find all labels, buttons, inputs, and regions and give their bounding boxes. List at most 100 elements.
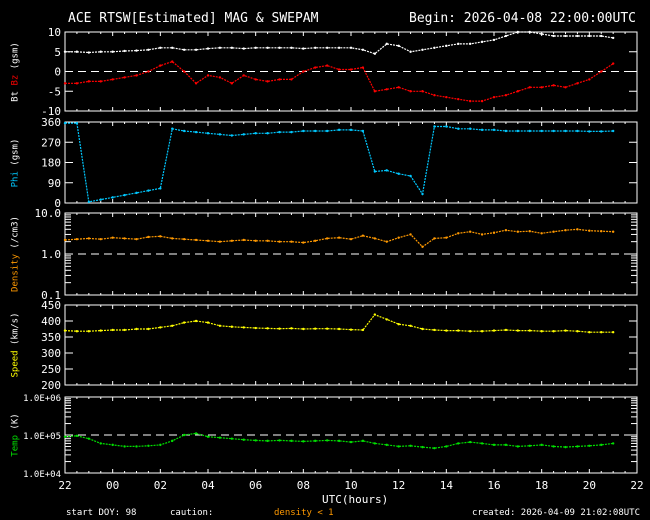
- data-point-temp: [147, 444, 150, 447]
- y-tick-label: 450: [41, 299, 61, 312]
- y-tick-label: -5: [48, 85, 61, 98]
- data-point-density: [337, 236, 341, 239]
- data-point-density: [600, 229, 603, 233]
- y-tick-label: 350: [41, 331, 61, 344]
- data-point-speed: [457, 329, 460, 332]
- data-point-bz: [504, 94, 508, 97]
- data-point-density: [159, 235, 162, 238]
- data-point-phi: [457, 127, 460, 130]
- data-point-bz: [421, 90, 424, 93]
- data-point-density: [75, 237, 79, 241]
- data-point-bz: [302, 70, 305, 73]
- data-point-bz: [278, 78, 281, 81]
- data-point-density: [397, 236, 400, 239]
- data-point-temp: [600, 443, 603, 447]
- data-point-bz: [159, 64, 162, 67]
- data-point-speed: [468, 330, 472, 333]
- data-point-phi: [206, 132, 210, 135]
- data-point-bz: [552, 84, 555, 87]
- data-point-phi: [528, 129, 531, 133]
- data-point-speed: [528, 329, 531, 332]
- data-point-density: [87, 237, 91, 240]
- data-point-speed: [63, 329, 67, 332]
- data-point-bt: [552, 34, 555, 38]
- series-line-temp: [64, 432, 614, 449]
- data-point-bt: [504, 34, 508, 38]
- data-point-temp: [278, 439, 281, 442]
- data-point-bt: [194, 48, 198, 51]
- data-point-bt: [290, 46, 293, 49]
- data-point-phi: [266, 132, 269, 135]
- data-point-temp: [171, 439, 174, 443]
- data-point-temp: [325, 439, 329, 442]
- x-tick-label: 14: [440, 479, 454, 492]
- y-axis-label-part: (/cm3): [10, 216, 21, 254]
- start-doy: start DOY: 98: [66, 508, 137, 518]
- data-point-temp: [576, 445, 579, 448]
- data-point-speed: [421, 327, 424, 331]
- panel-density: 10.0 1.0 0.1: [35, 207, 638, 302]
- y-axis-label-part: (gsm): [10, 138, 21, 171]
- data-point-bt: [206, 47, 210, 50]
- data-point-bz: [588, 78, 591, 81]
- y-tick-label: 250: [41, 363, 61, 376]
- data-point-phi: [302, 129, 305, 133]
- data-point-temp: [349, 440, 353, 444]
- data-point-density: [361, 234, 365, 237]
- data-point-speed: [290, 327, 293, 330]
- data-point-phi: [290, 130, 293, 134]
- data-point-bt: [421, 48, 424, 51]
- data-point-speed: [588, 331, 591, 334]
- data-point-temp: [87, 437, 91, 440]
- x-axis-label: UTC(hours): [322, 493, 389, 506]
- data-point-temp: [492, 443, 496, 447]
- data-point-bt: [325, 46, 329, 49]
- data-point-bz: [528, 86, 531, 89]
- data-point-bt: [123, 49, 126, 53]
- data-point-density: [373, 237, 377, 240]
- data-point-bz: [576, 82, 579, 85]
- x-tick-label: 16: [487, 479, 500, 492]
- data-point-bt: [528, 30, 531, 34]
- data-point-speed: [147, 327, 150, 331]
- y-tick-label: 1.0E+04: [23, 470, 61, 480]
- data-point-temp: [373, 442, 377, 445]
- data-point-phi: [445, 125, 448, 128]
- panel-speed: 450 400 350 300 250 200: [41, 299, 638, 392]
- data-point-bt: [182, 48, 186, 51]
- data-point-bt: [111, 50, 114, 53]
- data-point-bt: [409, 50, 412, 53]
- data-point-speed: [373, 313, 377, 316]
- data-point-speed: [218, 324, 222, 327]
- data-point-phi: [218, 133, 222, 136]
- data-point-bt: [385, 42, 388, 46]
- x-tick-label: 00: [106, 479, 119, 492]
- data-point-bt: [480, 40, 484, 44]
- data-point-density: [433, 237, 436, 240]
- data-point-phi: [409, 174, 412, 178]
- data-point-bz: [266, 80, 269, 83]
- data-point-temp: [111, 443, 114, 447]
- data-point-temp: [135, 445, 138, 448]
- y-tick-label: 1.0: [41, 248, 61, 261]
- data-point-bt: [492, 38, 496, 42]
- data-point-bz: [611, 62, 615, 65]
- data-point-bt: [302, 47, 305, 50]
- data-point-bt: [540, 32, 543, 36]
- data-point-phi: [87, 200, 91, 204]
- data-point-speed: [480, 330, 484, 333]
- data-point-bz: [480, 99, 484, 103]
- panel-frame: [64, 121, 638, 204]
- y-tick-label: 300: [41, 347, 61, 360]
- data-point-phi: [147, 189, 150, 192]
- data-point-temp: [409, 444, 412, 447]
- data-point-phi: [349, 128, 353, 132]
- data-point-temp: [528, 444, 531, 447]
- data-point-bt: [63, 50, 67, 53]
- x-tick-label: 22: [630, 479, 643, 492]
- data-point-bz: [135, 74, 138, 77]
- data-point-bt: [171, 46, 174, 49]
- data-point-bt: [99, 50, 102, 53]
- data-point-speed: [194, 319, 198, 323]
- data-point-phi: [242, 133, 245, 136]
